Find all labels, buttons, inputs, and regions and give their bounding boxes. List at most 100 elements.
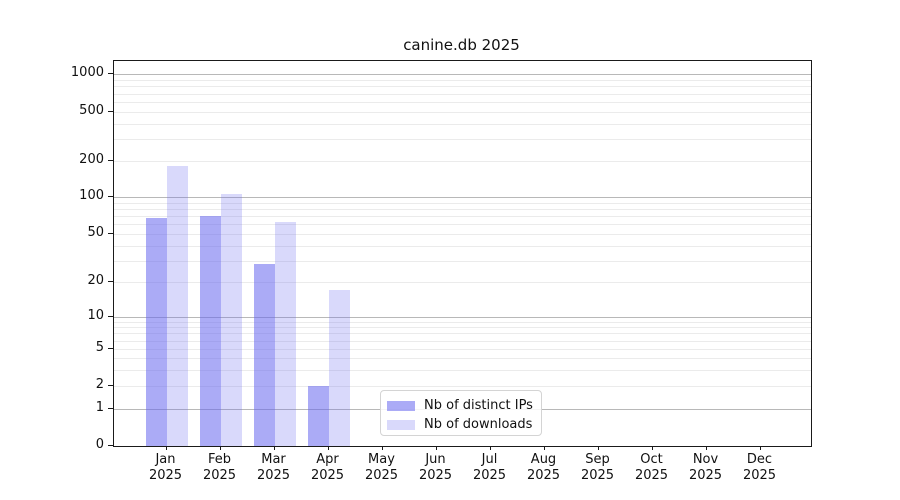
gridline-minor <box>114 161 811 162</box>
legend-row: Nb of distinct IPs <box>387 396 533 415</box>
gridline-minor <box>114 282 811 283</box>
bar-distinct-ips-mar <box>253 264 275 446</box>
gridline-minor <box>114 86 811 88</box>
y-tick-label-10: 10 <box>87 308 104 323</box>
x-tick-year: 2025 <box>364 468 399 483</box>
y-tick-label-0: 0 <box>95 437 104 452</box>
y-tick-mark <box>108 408 113 409</box>
x-tick-label-sep: Sep 2025 <box>568 452 628 484</box>
x-tick-label-dec: Dec 2025 <box>730 452 790 484</box>
gridline-major <box>114 197 811 198</box>
bar-downloads-mar <box>274 221 296 446</box>
x-tick-year: 2025 <box>526 468 561 483</box>
gridline-major <box>114 317 811 318</box>
x-tick-year: 2025 <box>310 468 345 483</box>
bar-downloads-apr <box>328 290 350 446</box>
y-tick-label-1: 1 <box>95 400 104 415</box>
gridline-minor <box>114 208 811 210</box>
x-tick-month: Jun <box>425 452 446 467</box>
x-tick-month: Sep <box>585 452 610 467</box>
x-tick-year: 2025 <box>688 468 723 483</box>
x-tick-mark <box>219 446 221 450</box>
y-tick-label-5: 5 <box>95 340 104 355</box>
x-tick-label-jan: Jan 2025 <box>136 452 196 484</box>
x-tick-year: 2025 <box>148 468 183 483</box>
x-tick-mark <box>651 446 653 450</box>
bar-distinct-ips-feb <box>199 216 221 446</box>
bar-downloads-feb <box>220 193 242 446</box>
legend-swatch-downloads <box>387 419 415 430</box>
gridline-minor <box>114 79 811 81</box>
gridline-minor <box>114 358 811 359</box>
x-tick-month: Feb <box>207 452 232 467</box>
plot-area <box>113 60 812 447</box>
y-tick-label-2: 2 <box>95 377 104 392</box>
x-tick-label-jul: Jul 2025 <box>460 452 520 484</box>
x-tick-mark <box>381 446 383 450</box>
gridline-minor <box>114 216 811 218</box>
x-tick-year: 2025 <box>202 468 237 483</box>
x-tick-mark <box>759 446 761 450</box>
gridline-minor <box>114 321 811 323</box>
y-tick-mark <box>108 196 113 197</box>
x-tick-month: Dec <box>746 452 773 467</box>
x-tick-mark <box>597 446 599 450</box>
legend-label: Nb of distinct IPs <box>424 398 533 413</box>
x-tick-month: May <box>368 452 395 467</box>
gridline-minor <box>114 327 811 329</box>
y-tick-mark <box>108 316 113 317</box>
x-tick-month: Aug <box>530 452 557 467</box>
x-tick-label-jun: Jun 2025 <box>406 452 466 484</box>
gridline-minor <box>114 333 811 335</box>
x-tick-label-may: May 2025 <box>352 452 412 484</box>
x-tick-label-aug: Aug 2025 <box>514 452 574 484</box>
x-tick-label-nov: Nov 2025 <box>676 452 736 484</box>
gridline-minor <box>114 93 811 95</box>
gridline-minor <box>114 369 811 371</box>
gridline-minor <box>114 386 811 387</box>
gridline-major <box>114 74 811 75</box>
x-tick-label-oct: Oct 2025 <box>622 452 682 484</box>
gridline-minor <box>114 202 811 204</box>
gridline-minor <box>114 245 811 247</box>
gridline-minor <box>114 123 811 125</box>
x-tick-mark <box>489 446 491 450</box>
y-tick-mark <box>108 445 113 446</box>
y-tick-mark <box>108 233 113 234</box>
legend-label: Nb of downloads <box>424 417 533 432</box>
y-tick-label-500: 500 <box>79 103 104 118</box>
y-tick-mark <box>108 385 113 386</box>
y-tick-label-1000: 1000 <box>70 65 104 80</box>
y-tick-label-20: 20 <box>87 273 104 288</box>
y-tick-label-100: 100 <box>79 188 104 203</box>
legend: Nb of distinct IPs Nb of downloads <box>380 390 542 436</box>
y-tick-mark <box>108 73 113 74</box>
x-tick-month: Nov <box>692 452 719 467</box>
y-tick-mark <box>108 160 113 161</box>
x-tick-year: 2025 <box>418 468 453 483</box>
x-tick-mark <box>165 446 167 450</box>
x-tick-month: Jul <box>481 452 498 467</box>
x-tick-month: Apr <box>316 452 339 467</box>
x-tick-label-feb: Feb 2025 <box>190 452 250 484</box>
x-tick-mark <box>705 446 707 450</box>
x-tick-year: 2025 <box>256 468 291 483</box>
gridline-minor <box>114 340 811 342</box>
y-tick-mark <box>108 111 113 112</box>
gridline-minor <box>114 139 811 141</box>
x-tick-year: 2025 <box>742 468 777 483</box>
x-tick-mark <box>327 446 329 450</box>
legend-row: Nb of downloads <box>387 415 533 434</box>
y-tick-mark <box>108 348 113 349</box>
gridline-minor <box>114 234 811 235</box>
bar-distinct-ips-apr <box>307 386 329 446</box>
y-tick-mark <box>108 281 113 282</box>
x-tick-month: Oct <box>640 452 663 467</box>
x-tick-year: 2025 <box>634 468 669 483</box>
legend-swatch-distinct-ips <box>387 400 415 411</box>
x-tick-month: Mar <box>261 452 286 467</box>
bar-distinct-ips-jan <box>145 218 167 446</box>
y-tick-label-200: 200 <box>79 152 104 167</box>
x-tick-mark <box>543 446 545 450</box>
